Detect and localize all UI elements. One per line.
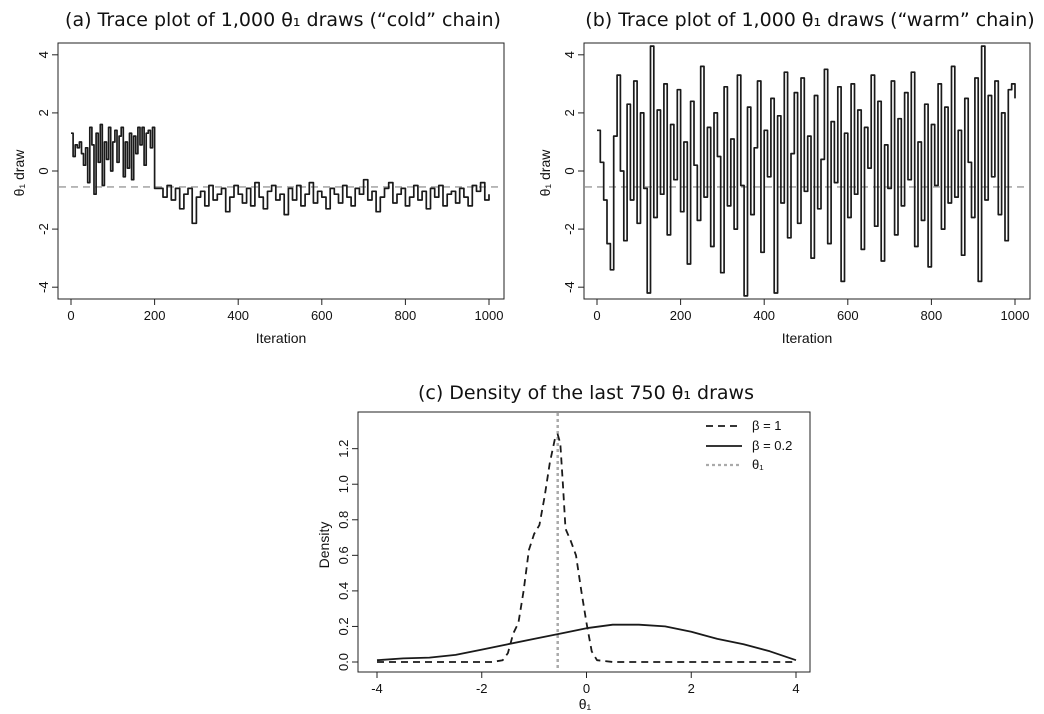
panel-a-cold-chain: (a) Trace plot of 1,000 θ₁ draws (“cold”… <box>11 9 505 346</box>
panel-c-plot-frame <box>357 411 811 673</box>
y-tick-label: 2 <box>36 109 51 116</box>
y-tick-label: 0 <box>562 167 577 174</box>
y-tick-label: 0 <box>36 167 51 174</box>
y-tick-label: 4 <box>562 51 577 58</box>
panel-c-y-axis-label: Density <box>316 522 332 569</box>
y-tick-label: -2 <box>36 223 51 235</box>
y-tick-label: 0.6 <box>336 546 351 564</box>
panel-b-y-axis-label: θ₁ draw <box>537 149 553 197</box>
y-tick-label: 0.4 <box>336 582 351 600</box>
panel-c-title: (c) Density of the last 750 θ₁ draws <box>418 382 754 404</box>
x-tick-label: 600 <box>837 308 859 323</box>
x-tick-label: 1000 <box>475 308 504 323</box>
x-tick-label: -2 <box>476 681 488 696</box>
panel-c-legend: β = 1 β = 0.2 θ₁ <box>706 418 792 472</box>
y-tick-label: 1.2 <box>336 440 351 458</box>
panel-b-x-axis-label: Iteration <box>782 330 833 346</box>
y-tick-label: 0.8 <box>336 511 351 529</box>
x-tick-label: 200 <box>144 308 166 323</box>
x-tick-label: 0 <box>67 308 74 323</box>
x-tick-label: 800 <box>395 308 417 323</box>
panel-a-x-axis-label: Iteration <box>256 330 307 346</box>
panel-c-axis-ticks: -4 -2 0 2 4 0.0 0.2 0.4 0.6 0.8 1.0 1.2 <box>336 440 800 696</box>
x-tick-label: 1000 <box>1001 308 1030 323</box>
panel-c-density: (c) Density of the last 750 θ₁ draws θ₁ … <box>316 382 811 712</box>
y-tick-label: 4 <box>36 51 51 58</box>
y-tick-label: 2 <box>562 109 577 116</box>
y-tick-label: -4 <box>562 281 577 293</box>
panel-b-axis-ticks: 0 200 400 600 800 1000 -4 -2 0 2 4 <box>562 51 1029 323</box>
panel-b-trace <box>585 45 1029 297</box>
x-tick-label: 4 <box>792 681 799 696</box>
y-tick-label: 0.2 <box>336 617 351 635</box>
series-line-b0 <box>597 45 1016 297</box>
x-tick-label: 600 <box>311 308 333 323</box>
x-tick-label: 800 <box>921 308 943 323</box>
x-tick-label: 0 <box>583 681 590 696</box>
y-tick-label: -2 <box>562 223 577 235</box>
y-tick-label: 1.0 <box>336 475 351 493</box>
y-tick-label: 0.0 <box>336 653 351 671</box>
panel-a-y-axis-label: θ₁ draw <box>11 149 27 197</box>
panel-c-density-curves <box>376 413 797 671</box>
x-tick-label: -4 <box>371 681 383 696</box>
x-tick-label: 400 <box>753 308 775 323</box>
panel-b-title: (b) Trace plot of 1,000 θ₁ draws (“warm”… <box>585 9 1034 31</box>
panel-a-title: (a) Trace plot of 1,000 θ₁ draws (“cold”… <box>65 9 501 31</box>
x-tick-label: 0 <box>593 308 600 323</box>
panel-b-warm-chain: (b) Trace plot of 1,000 θ₁ draws (“warm”… <box>537 9 1035 346</box>
series-line-a0 <box>71 123 490 225</box>
legend-label: β = 1 <box>752 418 782 433</box>
series-line-β=0.2 <box>376 623 797 662</box>
x-tick-label: 2 <box>688 681 695 696</box>
panel-a-axis-ticks: 0 200 400 600 800 1000 -4 -2 0 2 4 <box>36 51 503 323</box>
legend-label: θ₁ <box>752 457 764 472</box>
panel-c-x-axis-label: θ₁ <box>579 696 592 712</box>
x-tick-label: 200 <box>670 308 692 323</box>
x-tick-label: 400 <box>227 308 249 323</box>
series-line-β=1 <box>377 433 796 663</box>
y-tick-label: -4 <box>36 281 51 293</box>
panel-a-trace <box>59 123 503 225</box>
legend-label: β = 0.2 <box>752 438 792 453</box>
